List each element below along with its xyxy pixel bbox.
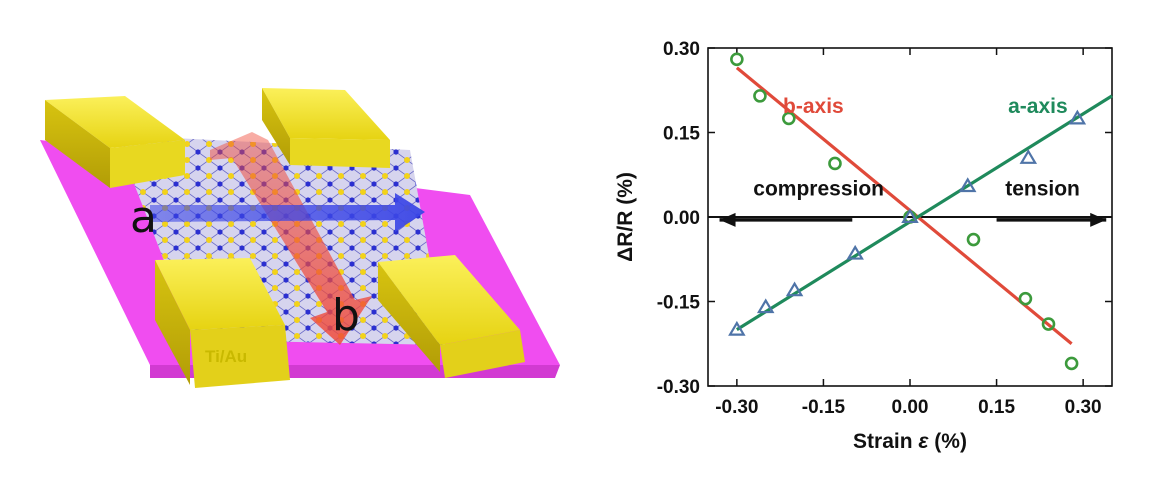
data-point-b-axis <box>966 232 981 247</box>
contact-pad-top-left <box>45 96 185 148</box>
plot-area: -0.30 -0.15 0.00 0.15 0.30 -0.30 -0.15 0.00 0.15… <box>657 39 1113 418</box>
y-tick-label: 0.00 <box>663 208 700 229</box>
x-tick-label: -0.15 <box>802 397 846 418</box>
series-label-b-axis: b-axis <box>783 95 844 118</box>
strain-arrow-head <box>719 212 736 227</box>
series-label-a-axis: a-axis <box>1008 95 1068 118</box>
x-tick-label: 0.30 <box>1065 397 1102 418</box>
x-axis-label-symbol: ε <box>918 430 929 453</box>
contact-pad-top-right <box>262 88 390 140</box>
annotation-compression: compression <box>753 178 884 201</box>
annotation-tension: tension <box>1005 178 1080 201</box>
x-axis-label-suffix: (%) <box>928 430 967 453</box>
y-tick-label: -0.15 <box>657 293 701 314</box>
data-point-a-axis <box>901 208 919 224</box>
x-axis-label-prefix: Strain <box>853 430 918 453</box>
data-point-b-axis <box>828 156 842 171</box>
x-tick-label: 0.00 <box>892 397 929 418</box>
data-point-a-axis <box>728 320 746 336</box>
data-point-b-axis <box>1064 356 1079 371</box>
strain-arrow-head <box>1090 212 1107 227</box>
device-schematic: a b Ti/Au <box>40 88 560 388</box>
y-tick-label: 0.15 <box>663 124 700 145</box>
data-point-a-axis <box>756 298 775 314</box>
data-point-b-axis <box>753 89 767 103</box>
data-point-a-axis <box>785 281 804 297</box>
x-tick-label: -0.30 <box>715 397 758 418</box>
contact-label: Ti/Au <box>205 347 247 366</box>
contact-pad-bottom-right <box>378 255 520 345</box>
y-axis-label: ΔR/R (%) <box>614 172 637 262</box>
data-point-b-axis <box>1018 291 1033 306</box>
data-point-a-axis <box>846 244 864 260</box>
b-axis-arrow <box>210 132 372 345</box>
data-point-b-axis <box>781 111 796 126</box>
data-point-a-axis <box>958 177 977 193</box>
data-point-a-axis <box>1068 109 1087 125</box>
y-tick-label: 0.30 <box>663 39 700 60</box>
data-point-b-axis <box>730 52 744 67</box>
label-b: b <box>332 290 360 341</box>
x-axis-label: Strain ε (%) <box>853 430 967 453</box>
y-tick-label: -0.30 <box>657 377 700 398</box>
contact-pad-bottom-left <box>155 258 285 330</box>
data-point-a-axis <box>1019 149 1038 164</box>
data-point-b-axis <box>1041 317 1056 331</box>
label-a: a <box>130 192 157 243</box>
x-tick-label: 0.15 <box>978 397 1015 418</box>
a-axis-arrow <box>150 193 425 232</box>
